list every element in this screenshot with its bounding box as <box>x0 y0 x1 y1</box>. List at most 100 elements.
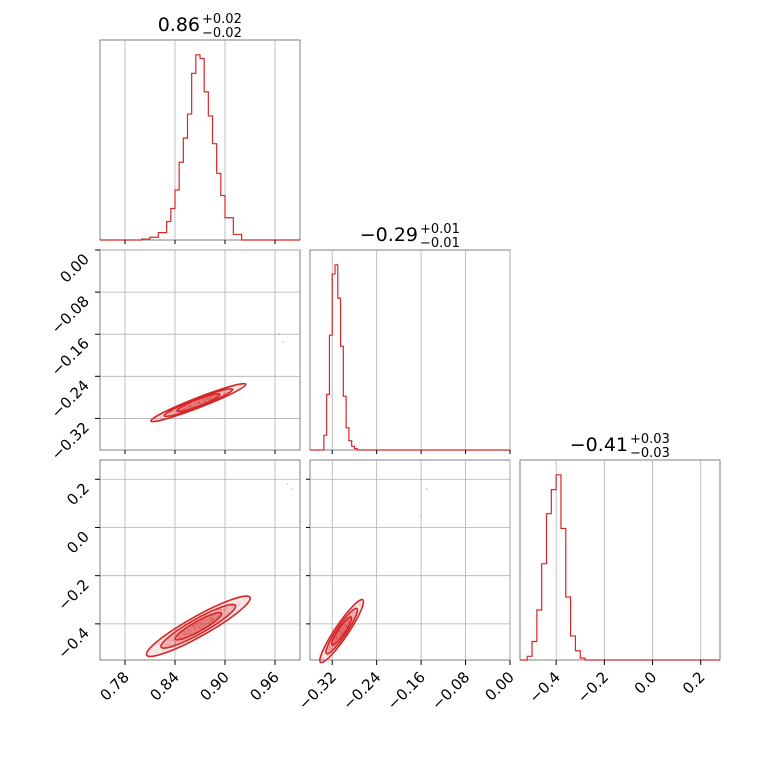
contour-level-1-2 <box>174 611 223 641</box>
c10-ytick-label-4: −0.32 <box>48 419 93 464</box>
scatter-point-0-96 <box>202 400 204 402</box>
scatter-point-0-15 <box>188 405 191 408</box>
scatter-point-1-119 <box>203 619 206 622</box>
scatter-point-1-74 <box>200 620 203 622</box>
outlier-point-0-1 <box>282 341 285 344</box>
scatter-point-1-120 <box>194 628 197 631</box>
h2-xtick-label-0: −0.4 <box>525 668 563 706</box>
contour-group-0 <box>149 382 247 423</box>
scatter-point-2-79 <box>345 625 347 627</box>
scatter-point-0-125 <box>198 402 200 404</box>
histogram-p0 <box>100 54 300 241</box>
scatter-point-2-53 <box>335 635 338 637</box>
scatter-point-1-12 <box>192 624 195 627</box>
scatter-point-1-13 <box>186 632 189 635</box>
scatter-point-2-72 <box>352 610 355 613</box>
title-p2-plus: +0.03 <box>630 432 670 447</box>
scatter-point-1-42 <box>194 628 196 630</box>
scatter-point-1-107 <box>209 619 211 622</box>
scatter-point-2-44 <box>334 640 337 643</box>
scatter-point-0-158 <box>188 404 191 406</box>
c20-ytick-label-2: −0.2 <box>54 576 92 614</box>
scatter-point-1-66 <box>216 615 219 618</box>
scatter-point-0-80 <box>210 396 212 399</box>
scatter-point-1-157 <box>211 618 214 621</box>
scatter-point-0-1 <box>209 398 211 401</box>
scatter-point-1-36 <box>178 636 181 639</box>
scatter-point-2-32 <box>359 603 361 605</box>
scatter-point-2-1 <box>339 633 342 636</box>
title-p0: 0.86 +0.02 −0.02 <box>158 12 242 41</box>
scatter-point-2-40 <box>334 640 337 643</box>
scatter-point-1-88 <box>212 618 214 621</box>
scatter-point-1-99 <box>204 619 207 621</box>
scatter-point-0-10 <box>196 402 199 405</box>
scatter-point-0-156 <box>188 406 191 409</box>
h2-xtick-label-2: 0.0 <box>631 668 661 698</box>
scatter-point-0-113 <box>202 397 205 400</box>
scatter-point-2-115 <box>329 646 332 649</box>
scatter-point-1-121 <box>196 625 199 628</box>
scatter-point-2-17 <box>339 631 342 634</box>
scatter-point-1-76 <box>169 642 171 645</box>
scatter-point-0-110 <box>197 401 200 404</box>
scatter-point-0-141 <box>213 396 216 399</box>
c21-xtick-label-4: 0.00 <box>481 668 517 704</box>
scatter-point-1-24 <box>202 619 205 622</box>
scatter-point-1-46 <box>204 623 207 626</box>
contour-group-2 <box>317 598 365 664</box>
title-p1-plus: +0.01 <box>420 222 460 237</box>
scatter-point-0-53 <box>184 405 187 408</box>
scatter-point-1-65 <box>226 606 228 609</box>
scatter-point-0-23 <box>186 406 189 409</box>
scatter-point-2-111 <box>329 646 331 649</box>
panel-frame-h1 <box>309 249 511 451</box>
scatter-point-0-29 <box>208 397 211 400</box>
scatter-point-2-59 <box>342 627 345 630</box>
scatter-point-0-32 <box>187 404 190 407</box>
c21-xtick-label-3: −0.08 <box>428 668 473 713</box>
scatter-point-2-9 <box>339 632 342 635</box>
scatter-point-2-101 <box>342 625 345 628</box>
scatter-point-0-99 <box>204 398 206 401</box>
histogram-p2 <box>520 474 720 661</box>
scatter-point-0-146 <box>154 418 157 420</box>
title-p2: −0.41 +0.03 −0.03 <box>570 432 670 461</box>
scatter-point-0-58 <box>184 407 186 410</box>
scatter-point-0-138 <box>206 396 208 399</box>
scatter-point-1-54 <box>198 627 200 629</box>
scatter-point-1-32 <box>158 642 161 645</box>
scatter-point-1-159 <box>182 639 185 642</box>
scatter-point-2-68 <box>334 636 337 639</box>
scatter-point-2-35 <box>339 630 342 633</box>
scatter-point-2-85 <box>338 631 341 633</box>
scatter-point-0-88 <box>172 410 175 413</box>
scatter-point-1-63 <box>198 625 201 628</box>
contour-level-0-0 <box>149 382 247 423</box>
scatter-point-1-8 <box>198 627 201 629</box>
scatter-point-1-152 <box>211 619 214 622</box>
contour-level-0-1 <box>163 388 234 418</box>
scatter-point-1-96 <box>226 602 229 604</box>
scatter-point-0-37 <box>204 400 207 403</box>
scatter-point-1-67 <box>183 631 186 634</box>
scatter-point-2-156 <box>339 635 342 637</box>
scatter-point-1-29 <box>171 639 174 642</box>
scatter-point-1-123 <box>211 617 213 620</box>
contour-level-0-2 <box>176 392 221 413</box>
c21-xtick-label-2: −0.16 <box>384 668 429 713</box>
scatter-point-1-129 <box>181 632 183 635</box>
scatter-point-1-86 <box>223 609 226 611</box>
scatter-point-1-27 <box>194 626 196 629</box>
scatter-point-0-46 <box>210 396 212 399</box>
scatter-point-2-70 <box>342 630 345 633</box>
h2-xtick-label-3: 0.2 <box>679 668 709 698</box>
scatter-point-0-94 <box>209 396 212 399</box>
scatter-point-0-136 <box>160 416 163 419</box>
scatter-point-1-84 <box>188 629 191 632</box>
scatter-point-1-0 <box>169 638 171 641</box>
scatter-point-1-128 <box>196 623 199 626</box>
scatter-point-2-26 <box>335 636 338 639</box>
scatter-point-1-44 <box>185 633 188 636</box>
